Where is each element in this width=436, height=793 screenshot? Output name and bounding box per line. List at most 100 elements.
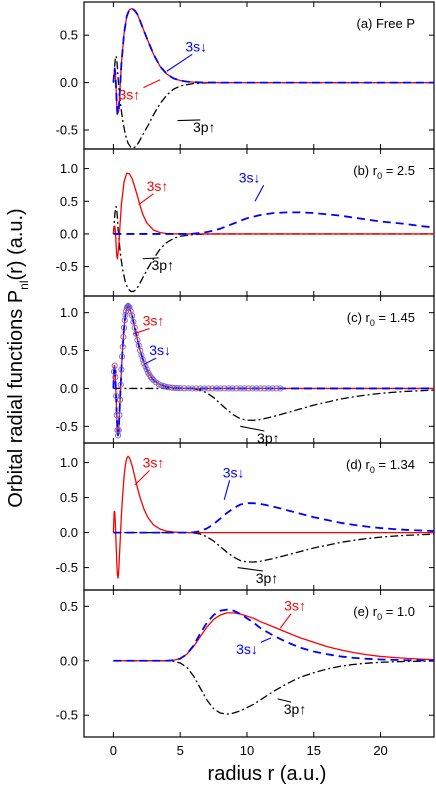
data-marker-circle	[120, 333, 127, 340]
y-tick-label: 0.0	[60, 653, 78, 668]
y-tick-label: 0.5	[60, 194, 78, 209]
data-marker-circle	[118, 366, 125, 373]
annotation-pointer	[254, 185, 265, 202]
annotation-pointer	[143, 79, 161, 89]
data-marker-circle	[126, 304, 133, 311]
data-marker-circle	[249, 385, 256, 392]
data-marker-circle	[201, 385, 208, 392]
annotation-label: 3s↓	[185, 38, 207, 54]
y-tick-label: 1.0	[60, 455, 78, 470]
panel-1: -0.5 0.0 0.5 3s↓ 3s↑ 3p↑ (a) Free P	[56, 1, 435, 150]
x-tick-label: 20	[373, 743, 387, 758]
x-tick-label: 10	[240, 743, 254, 758]
y-tick-label: 0.5	[60, 343, 78, 358]
data-marker-circle	[117, 396, 124, 403]
y-tick-label: -0.5	[56, 560, 78, 575]
data-marker-circle	[129, 312, 136, 319]
annotation-label: 3s↓	[223, 464, 245, 480]
y-tick-label: 0.0	[60, 75, 78, 90]
y-tick-label: -0.5	[56, 259, 78, 274]
data-marker-circle	[241, 385, 248, 392]
data-marker-circle	[189, 385, 196, 392]
panel-label-tail: = 1.45	[375, 310, 415, 325]
data-marker-circle	[115, 427, 122, 434]
annotation-pointer	[279, 613, 292, 629]
panel-4: -0.5 0.0 0.5 1.0 3s↑ 3s↓ 3p↑ (d) r0 = 1.34	[56, 442, 435, 591]
data-marker-circle	[113, 411, 120, 419]
annotation-pointer	[166, 53, 193, 72]
annotation-pointer	[142, 257, 159, 260]
y-tick-label: 0.0	[60, 525, 78, 540]
annotation-pointer	[277, 698, 292, 703]
annotation-pointer	[260, 637, 272, 643]
panels: -0.5 0.0 0.5 3s↓ 3s↑ 3p↑ (a) Free P -0.5 0.0 0.5 1…	[56, 1, 435, 738]
series-line-dashdot-p	[113, 660, 434, 715]
annotation-pointer	[133, 328, 150, 335]
data-marker-circle	[121, 324, 128, 331]
data-marker-circle	[225, 385, 232, 392]
data-marker-circle	[117, 381, 124, 388]
panel-label: (c) r0 = 1.45	[347, 310, 415, 328]
panel-3: -0.5 0.0 0.5 1.0 3s↑ 3s↓ 3p↑ (c) r0 = 1.45	[56, 295, 435, 446]
y-tick-label: -0.5	[56, 708, 78, 723]
y-tick-label: 0.0	[60, 381, 78, 396]
y-tick-label: 0.5	[60, 28, 78, 43]
data-marker-circle	[185, 385, 192, 392]
annotation-label: 3s↓	[236, 641, 258, 657]
y-tick-label: 1.0	[60, 161, 78, 176]
data-marker-circle	[181, 385, 188, 392]
y-tick-label: 0.5	[60, 490, 78, 505]
series-line-dashdot-p	[112, 205, 434, 293]
panel-label-main: (c) r	[347, 310, 371, 325]
panel-label-subscript: 0	[370, 318, 375, 328]
series-line-dashdot-p	[112, 55, 434, 149]
panel-label-subscript: 0	[377, 171, 382, 181]
annotation-label: 3p↑	[193, 119, 216, 135]
panel-label-tail: = 1.0	[382, 604, 415, 619]
data-marker-circle	[217, 385, 224, 392]
panel-label-subscript: 0	[370, 465, 375, 475]
data-marker-circle	[197, 385, 204, 392]
data-marker-circle	[143, 366, 150, 373]
annotation-pointer	[143, 357, 157, 365]
annotation-pointer	[223, 480, 231, 500]
annotation-label: 3p↑	[284, 701, 307, 717]
series-line-dashdot-p	[113, 387, 434, 421]
y-tick-label: 0.0	[60, 226, 78, 241]
panel-5: -0.5 0.0 0.5 3s↑ 3s↓ 3p↑ (e) r0 = 1.0	[56, 589, 435, 738]
data-marker-circle	[119, 343, 126, 350]
panel-2: -0.5 0.0 0.5 1.0 3s↑ 3s↓ 3p↑ (b) r0 = 2.5	[56, 148, 435, 297]
annotation-pointer	[237, 567, 264, 572]
y-tick-label: 1.0	[60, 305, 78, 320]
annotation-pointer	[177, 119, 201, 122]
data-marker-circle	[209, 385, 216, 392]
panel-label-tail: = 1.34	[375, 457, 415, 472]
panel-label: (d) r0 = 1.34	[346, 457, 415, 475]
data-marker-circle	[131, 324, 138, 331]
data-marker-circle	[112, 374, 119, 381]
data-marker-circle	[205, 385, 212, 392]
series-line-solid-up	[113, 612, 434, 662]
annotation-label: 3s↑	[119, 87, 141, 103]
data-marker-circle	[269, 385, 276, 392]
series-line-solid-up	[112, 172, 434, 260]
annotation-label: 3s↓	[149, 342, 171, 358]
y-tick-label: 0.5	[60, 599, 78, 614]
data-marker-circle	[261, 385, 268, 392]
plot-area	[112, 455, 434, 579]
data-marker-circle	[119, 353, 126, 360]
data-marker-circle	[277, 385, 284, 392]
annotation-label: 3p↑	[256, 570, 279, 586]
y-tick-label: -0.5	[56, 419, 78, 434]
data-marker-circle	[237, 385, 244, 392]
series-line-dash-down	[112, 7, 434, 115]
y-axis-label: Orbital radial functions Pnl(r) (a.u.)	[5, 208, 31, 507]
x-tick-label: 15	[307, 743, 321, 758]
data-marker-circle	[122, 311, 129, 318]
annotation-label: 3s↑	[147, 178, 169, 194]
panel-label-main: (e) r	[353, 604, 378, 619]
annotation-pointer	[134, 470, 150, 486]
data-marker-circle	[257, 385, 264, 392]
series-line-dash-down	[113, 211, 434, 235]
